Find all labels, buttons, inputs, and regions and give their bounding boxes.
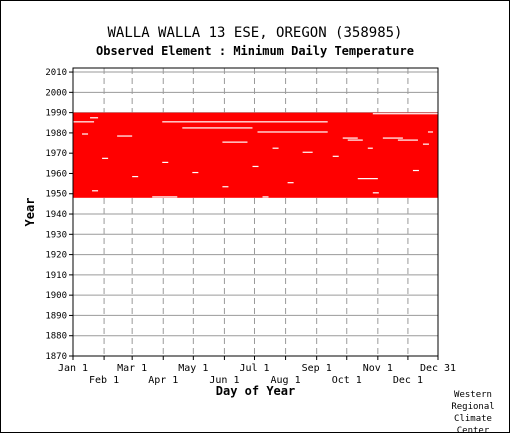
credit-line: Climate bbox=[454, 414, 492, 424]
x-tick-label: Jun 1 bbox=[209, 375, 239, 386]
x-axis-label: Day of Year bbox=[216, 384, 295, 398]
y-tick-label: 1920 bbox=[45, 251, 67, 261]
y-tick-label: 1970 bbox=[45, 149, 67, 159]
missing-segment bbox=[262, 196, 269, 198]
plot-border bbox=[72, 67, 439, 357]
missing-segment bbox=[287, 182, 294, 184]
y-tick-label: 1880 bbox=[45, 332, 67, 342]
missing-segment bbox=[302, 151, 313, 153]
credit-line: Center bbox=[456, 426, 490, 433]
missing-segment bbox=[102, 157, 109, 159]
y-tick-label: 1870 bbox=[45, 352, 67, 362]
missing-segment bbox=[342, 137, 358, 139]
missing-segment bbox=[332, 155, 339, 157]
missing-segment bbox=[272, 147, 279, 149]
credit-block: Western Regional Climate Center bbox=[443, 389, 503, 433]
missing-segment bbox=[427, 131, 433, 133]
missing-segment bbox=[192, 171, 199, 174]
missing-segment bbox=[347, 139, 363, 141]
x-tick-label: Jul 1 bbox=[239, 363, 269, 374]
x-tick-label: Feb 1 bbox=[89, 375, 119, 386]
x-tick-label: May 1 bbox=[178, 363, 208, 374]
x-tick-label: Dec 31 bbox=[420, 363, 456, 374]
chart-subtitle: Observed Element : Minimum Daily Tempera… bbox=[96, 44, 414, 58]
missing-segment bbox=[397, 139, 418, 141]
missing-segment bbox=[117, 135, 133, 137]
y-tick-label: 1960 bbox=[45, 169, 67, 179]
x-tick-label: Dec 1 bbox=[393, 375, 423, 386]
plot-area bbox=[73, 68, 438, 356]
missing-segment bbox=[412, 169, 419, 172]
missing-segment bbox=[382, 137, 403, 139]
y-tick-label: 2000 bbox=[45, 88, 67, 98]
missing-segment bbox=[132, 176, 139, 178]
x-tick-label: Apr 1 bbox=[148, 375, 178, 386]
x-tick-label: Nov 1 bbox=[363, 363, 393, 374]
missing-segment bbox=[162, 161, 169, 164]
missing-segment bbox=[422, 143, 429, 145]
missing-segment bbox=[73, 121, 95, 123]
missing-segment bbox=[257, 131, 328, 133]
y-axis-label: Year bbox=[23, 198, 37, 227]
y-tick-label: 1980 bbox=[45, 129, 67, 139]
credit-line: Regional bbox=[451, 402, 495, 412]
missing-segment bbox=[182, 127, 253, 129]
y-tick-label: 1930 bbox=[45, 230, 67, 240]
missing-segment bbox=[162, 121, 328, 123]
x-tick-label: Oct 1 bbox=[332, 375, 362, 386]
missing-segment bbox=[372, 113, 438, 115]
missing-segment bbox=[222, 141, 248, 143]
y-tick-label: 1890 bbox=[45, 311, 67, 321]
x-tick-label: Mar 1 bbox=[117, 363, 147, 374]
x-tick-label: Jan 1 bbox=[58, 363, 88, 374]
data-coverage-block bbox=[73, 112, 438, 198]
missing-segment bbox=[372, 192, 379, 194]
credit-line: Western bbox=[454, 390, 492, 400]
missing-segment bbox=[367, 147, 373, 149]
y-tick-label: 2010 bbox=[45, 68, 67, 78]
missing-segment bbox=[152, 196, 178, 198]
y-tick-label: 1900 bbox=[45, 291, 67, 301]
y-tick-label: 1910 bbox=[45, 271, 67, 281]
missing-segment bbox=[92, 190, 99, 192]
missing-segment bbox=[82, 133, 89, 135]
x-tick-label: Aug 1 bbox=[271, 375, 301, 386]
y-tick-label: 1950 bbox=[45, 190, 67, 200]
missing-segment bbox=[222, 186, 229, 188]
y-tick-label: 1940 bbox=[45, 210, 67, 220]
x-tick-label: Sep 1 bbox=[302, 363, 332, 374]
missing-segment bbox=[252, 165, 259, 168]
chart-title: WALLA WALLA 13 ESE, OREGON (358985) bbox=[107, 25, 403, 41]
missing-segment bbox=[90, 117, 99, 119]
missing-segment bbox=[357, 178, 378, 180]
y-tick-label: 1990 bbox=[45, 109, 67, 119]
